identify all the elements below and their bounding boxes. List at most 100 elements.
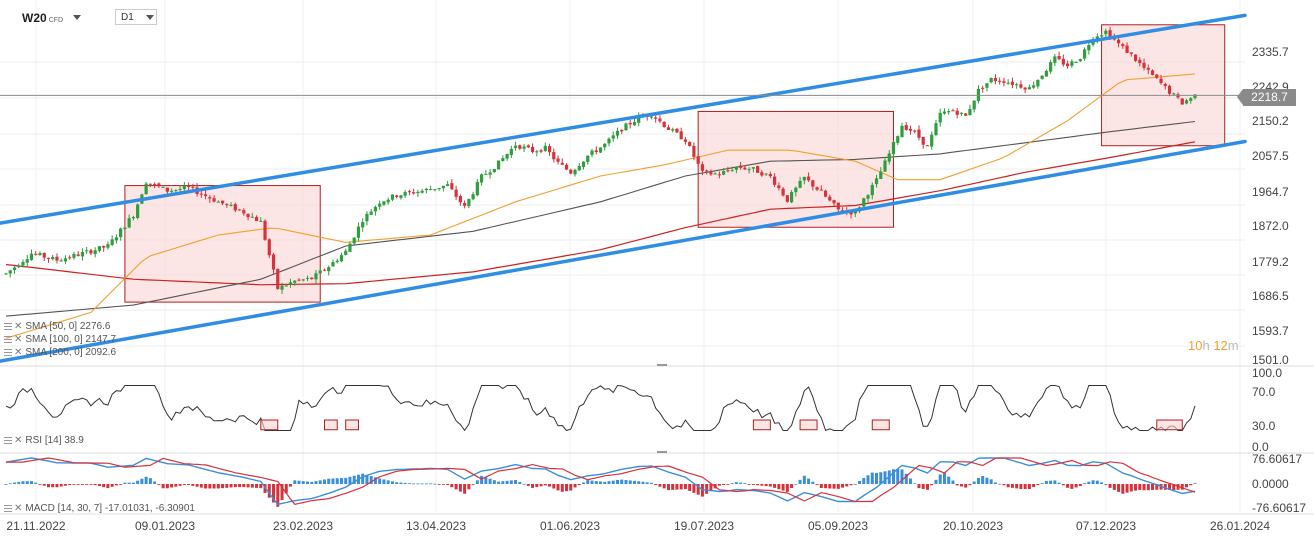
rsi-highlight-box xyxy=(345,419,359,431)
rsi-highlight-box xyxy=(260,419,279,431)
candle-body xyxy=(267,239,271,256)
candle-body xyxy=(819,189,823,191)
candle-body xyxy=(768,174,772,177)
macd-histogram-bar xyxy=(229,484,233,488)
symbol-dropdown-icon[interactable] xyxy=(73,15,81,20)
candle-body xyxy=(386,199,390,203)
candle-body xyxy=(951,110,955,112)
macd-histogram-bar xyxy=(853,484,857,485)
time-tick-label: 07.12.2023 xyxy=(1076,519,1136,533)
candle-body xyxy=(1150,70,1155,75)
macd-histogram-bar xyxy=(1163,484,1167,490)
macd-histogram-bar xyxy=(1185,484,1189,488)
macd-histogram-bar xyxy=(862,478,866,484)
macd-histogram-bar xyxy=(989,479,993,484)
macd-histogram-bar xyxy=(768,484,772,487)
macd-histogram-bar xyxy=(97,484,101,487)
candle-body xyxy=(934,123,938,136)
candle-body xyxy=(250,216,254,218)
candle-body xyxy=(828,196,832,201)
macd-histogram-bar xyxy=(734,482,738,484)
candle-body xyxy=(832,200,836,204)
close-icon[interactable]: ✕ xyxy=(14,435,23,446)
macd-histogram-bar xyxy=(390,481,394,484)
legend-rsi[interactable]: ✕ RSI [14] 38.9 xyxy=(4,435,84,446)
candle-body xyxy=(233,204,237,211)
macd-histogram-bar xyxy=(174,484,178,487)
macd-histogram-bar xyxy=(301,481,305,484)
macd-histogram-bar xyxy=(89,484,93,485)
macd-histogram-bar xyxy=(492,480,496,484)
drag-handle-icon[interactable] xyxy=(4,436,12,444)
candle-body xyxy=(1070,61,1074,66)
macd-histogram-bar xyxy=(450,484,454,488)
candle-body xyxy=(284,285,288,287)
candle-body xyxy=(488,172,492,175)
macd-histogram-bar xyxy=(620,479,624,484)
drag-handle-icon[interactable] xyxy=(4,322,12,330)
candle-body xyxy=(157,183,161,187)
macd-histogram-bar xyxy=(900,469,904,484)
candle-body xyxy=(955,110,959,115)
candle-body xyxy=(615,130,620,136)
macd-histogram-bar xyxy=(879,472,883,484)
macd-histogram-bar xyxy=(272,484,276,503)
candle-body xyxy=(679,131,683,140)
drag-handle-icon[interactable] xyxy=(4,504,12,512)
macd-histogram-bar xyxy=(212,484,216,489)
macd-histogram-bar xyxy=(807,478,811,484)
price-tick-label: 1593.7 xyxy=(1252,324,1289,338)
candle-body xyxy=(1049,62,1053,72)
macd-histogram-bar xyxy=(352,475,356,484)
macd-histogram-bar xyxy=(318,480,322,484)
macd-histogram-bar xyxy=(1180,484,1184,490)
candle-body xyxy=(879,171,883,179)
candle-body xyxy=(471,194,475,200)
close-icon[interactable]: ✕ xyxy=(14,334,23,345)
candle-body xyxy=(237,209,242,211)
macd-histogram-bar xyxy=(178,484,182,486)
timeframe-select[interactable]: D1 xyxy=(115,9,157,25)
price-tick-label: 1779.2 xyxy=(1252,255,1289,269)
candle-body xyxy=(59,260,63,262)
legend-macd[interactable]: ✕ MACD [14, 30, 7] -17.01031, -6.30901 xyxy=(4,503,195,514)
legend-sma50-label: SMA [50, 0] 2276.6 xyxy=(25,321,111,332)
close-icon[interactable]: ✕ xyxy=(14,503,23,514)
candle-body xyxy=(378,203,382,207)
macd-histogram-bar xyxy=(144,476,148,484)
candle-body xyxy=(743,167,747,170)
candle-body xyxy=(1184,100,1189,104)
macd-histogram-bar xyxy=(959,484,963,487)
candle-body xyxy=(509,148,513,156)
macd-histogram-bar xyxy=(743,483,747,484)
drag-handle-icon[interactable] xyxy=(4,335,12,343)
candle-body xyxy=(186,185,191,187)
rsi-pane: 100.0 70.0 30.0 0.0 xyxy=(5,366,1282,454)
macd-histogram-bar xyxy=(514,480,518,484)
symbol-selector[interactable]: W20 CFD xyxy=(22,11,63,25)
macd-histogram-bar xyxy=(611,480,615,484)
price-tick-label: 1964.7 xyxy=(1252,185,1289,199)
candle-body xyxy=(564,164,569,170)
candle-body xyxy=(756,166,760,173)
candle-body xyxy=(1006,82,1010,84)
close-icon[interactable]: ✕ xyxy=(14,347,23,358)
candle-body xyxy=(288,282,293,285)
drag-handle-icon[interactable] xyxy=(4,348,12,356)
macd-histogram-bar xyxy=(785,484,789,492)
macd-histogram-bar xyxy=(998,483,1002,485)
close-icon[interactable]: ✕ xyxy=(14,321,23,332)
legend-sma200[interactable]: ✕ SMA [200, 0] 2092.6 xyxy=(4,347,116,358)
candle-body xyxy=(322,269,327,271)
candle-body xyxy=(420,190,424,193)
candle-body xyxy=(246,213,250,218)
legend-sma50[interactable]: ✕ SMA [50, 0] 2276.6 xyxy=(4,321,110,332)
macd-histogram-bar xyxy=(424,483,428,485)
macd-histogram-bar xyxy=(1061,484,1065,486)
macd-histogram-bar xyxy=(140,478,144,484)
macd-histogram-bar xyxy=(649,482,653,484)
legend-sma100[interactable]: ✕ SMA [100, 0] 2147.7 xyxy=(4,334,116,345)
candle-body xyxy=(203,194,208,197)
candle-body xyxy=(598,147,603,153)
